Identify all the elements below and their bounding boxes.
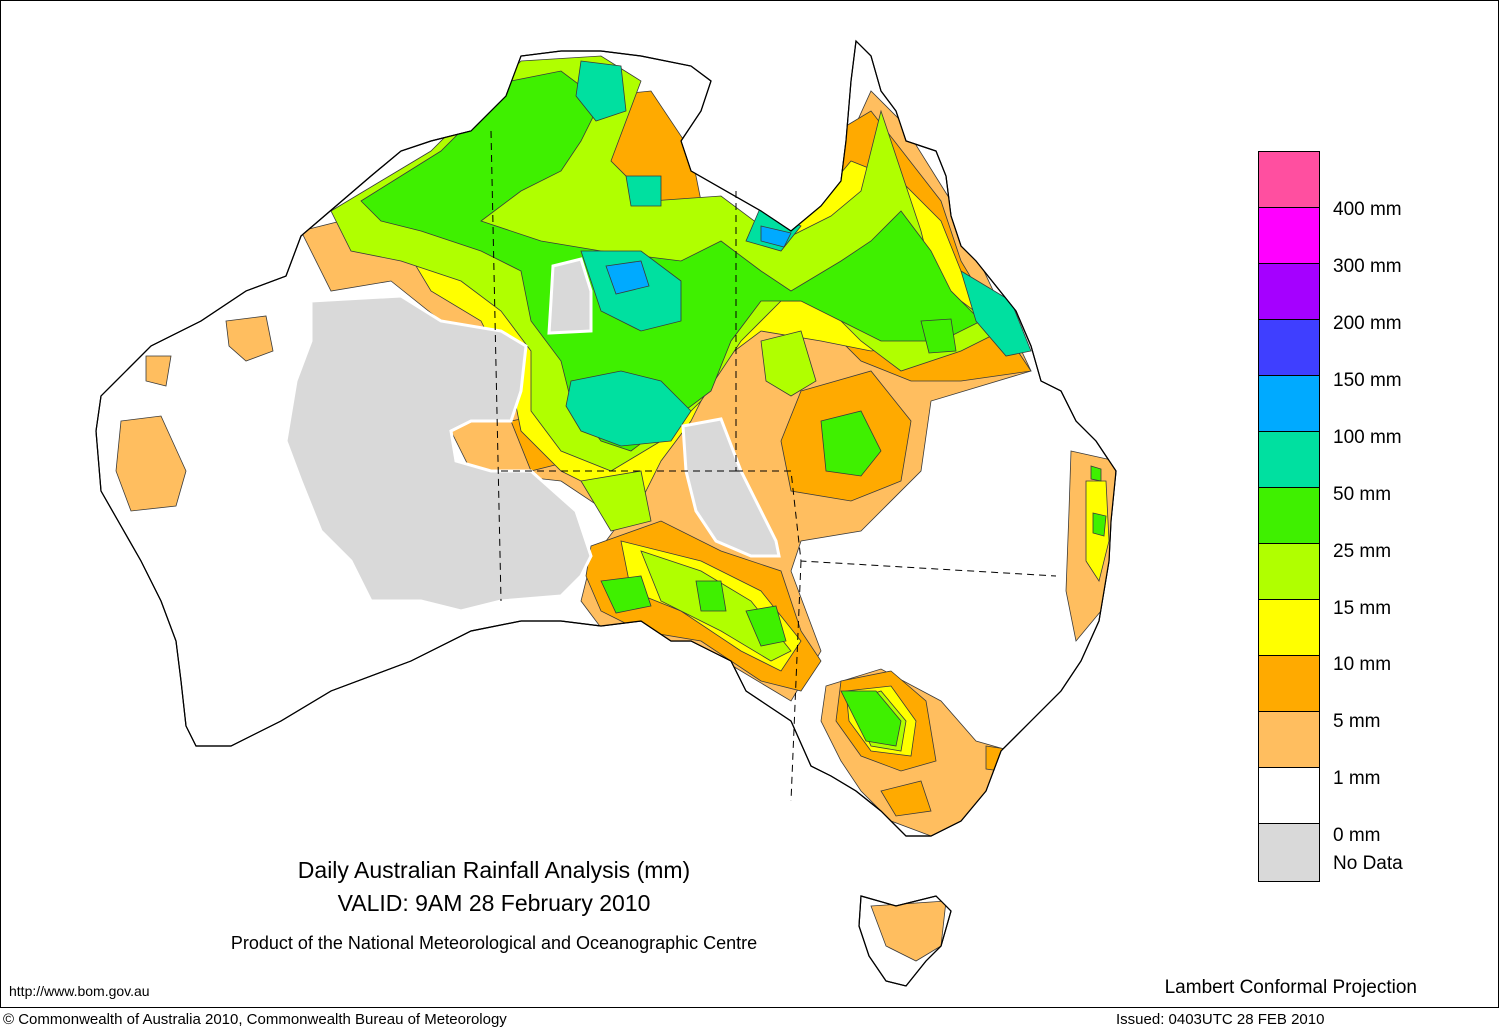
- legend-swatch: [1259, 544, 1319, 600]
- legend-label: 100 mm: [1333, 427, 1402, 448]
- legend-label: 10 mm: [1333, 654, 1392, 675]
- state-borders: [490, 130, 1057, 802]
- legend-label: No Data: [1333, 853, 1403, 874]
- rain-25-50mm-areas: [360, 70, 1107, 747]
- legend-label: 5 mm: [1333, 711, 1381, 732]
- legend-swatch: [1259, 152, 1319, 208]
- projection-label: Lambert Conformal Projection: [1164, 977, 1417, 998]
- bom-url-link[interactable]: http://www.bom.gov.au: [9, 983, 150, 999]
- legend-swatch: [1259, 208, 1319, 264]
- legend-swatch: [1259, 712, 1319, 768]
- footer: © Commonwealth of Australia 2010, Common…: [0, 1008, 1499, 1029]
- copyright-notice: © Commonwealth of Australia 2010, Common…: [3, 1011, 507, 1028]
- map-frame: Daily Australian Rainfall Analysis (mm) …: [0, 0, 1499, 1008]
- legend-label: 15 mm: [1333, 598, 1392, 619]
- legend-label: 400 mm: [1333, 199, 1402, 220]
- legend-label: 200 mm: [1333, 313, 1402, 334]
- legend-swatch: [1259, 376, 1319, 432]
- rain-100-150mm-areas: [605, 225, 792, 295]
- legend-label: 300 mm: [1333, 256, 1402, 277]
- legend-swatch: [1259, 320, 1319, 376]
- legend-swatch: [1259, 824, 1319, 881]
- legend-label: 0 mm: [1333, 825, 1381, 846]
- legend-color-bar: [1258, 151, 1320, 882]
- legend-swatch: [1259, 264, 1319, 320]
- valid-date: VALID: 9AM 28 February 2010: [337, 890, 651, 916]
- legend-label: 1 mm: [1333, 768, 1381, 789]
- legend-swatch: [1259, 488, 1319, 544]
- product-credit: Product of the National Meteorological a…: [230, 933, 758, 953]
- rainfall-map: [95, 39, 1117, 987]
- legend-label: 150 mm: [1333, 370, 1402, 391]
- coastline: [95, 39, 1117, 987]
- issued-timestamp: Issued: 0403UTC 28 FEB 2010: [1116, 1011, 1325, 1028]
- legend-label: 25 mm: [1333, 541, 1392, 562]
- no-data-areas: [284, 257, 781, 613]
- rain-50-100mm-areas: [565, 60, 1032, 447]
- legend-label: 50 mm: [1333, 484, 1392, 505]
- map-title: Daily Australian Rainfall Analysis (mm): [297, 857, 691, 883]
- legend-swatch: [1259, 432, 1319, 488]
- legend-swatch: [1259, 768, 1319, 824]
- legend-swatch: [1259, 600, 1319, 656]
- rainfall-overlay: [115, 55, 1116, 962]
- legend-swatch: [1259, 656, 1319, 712]
